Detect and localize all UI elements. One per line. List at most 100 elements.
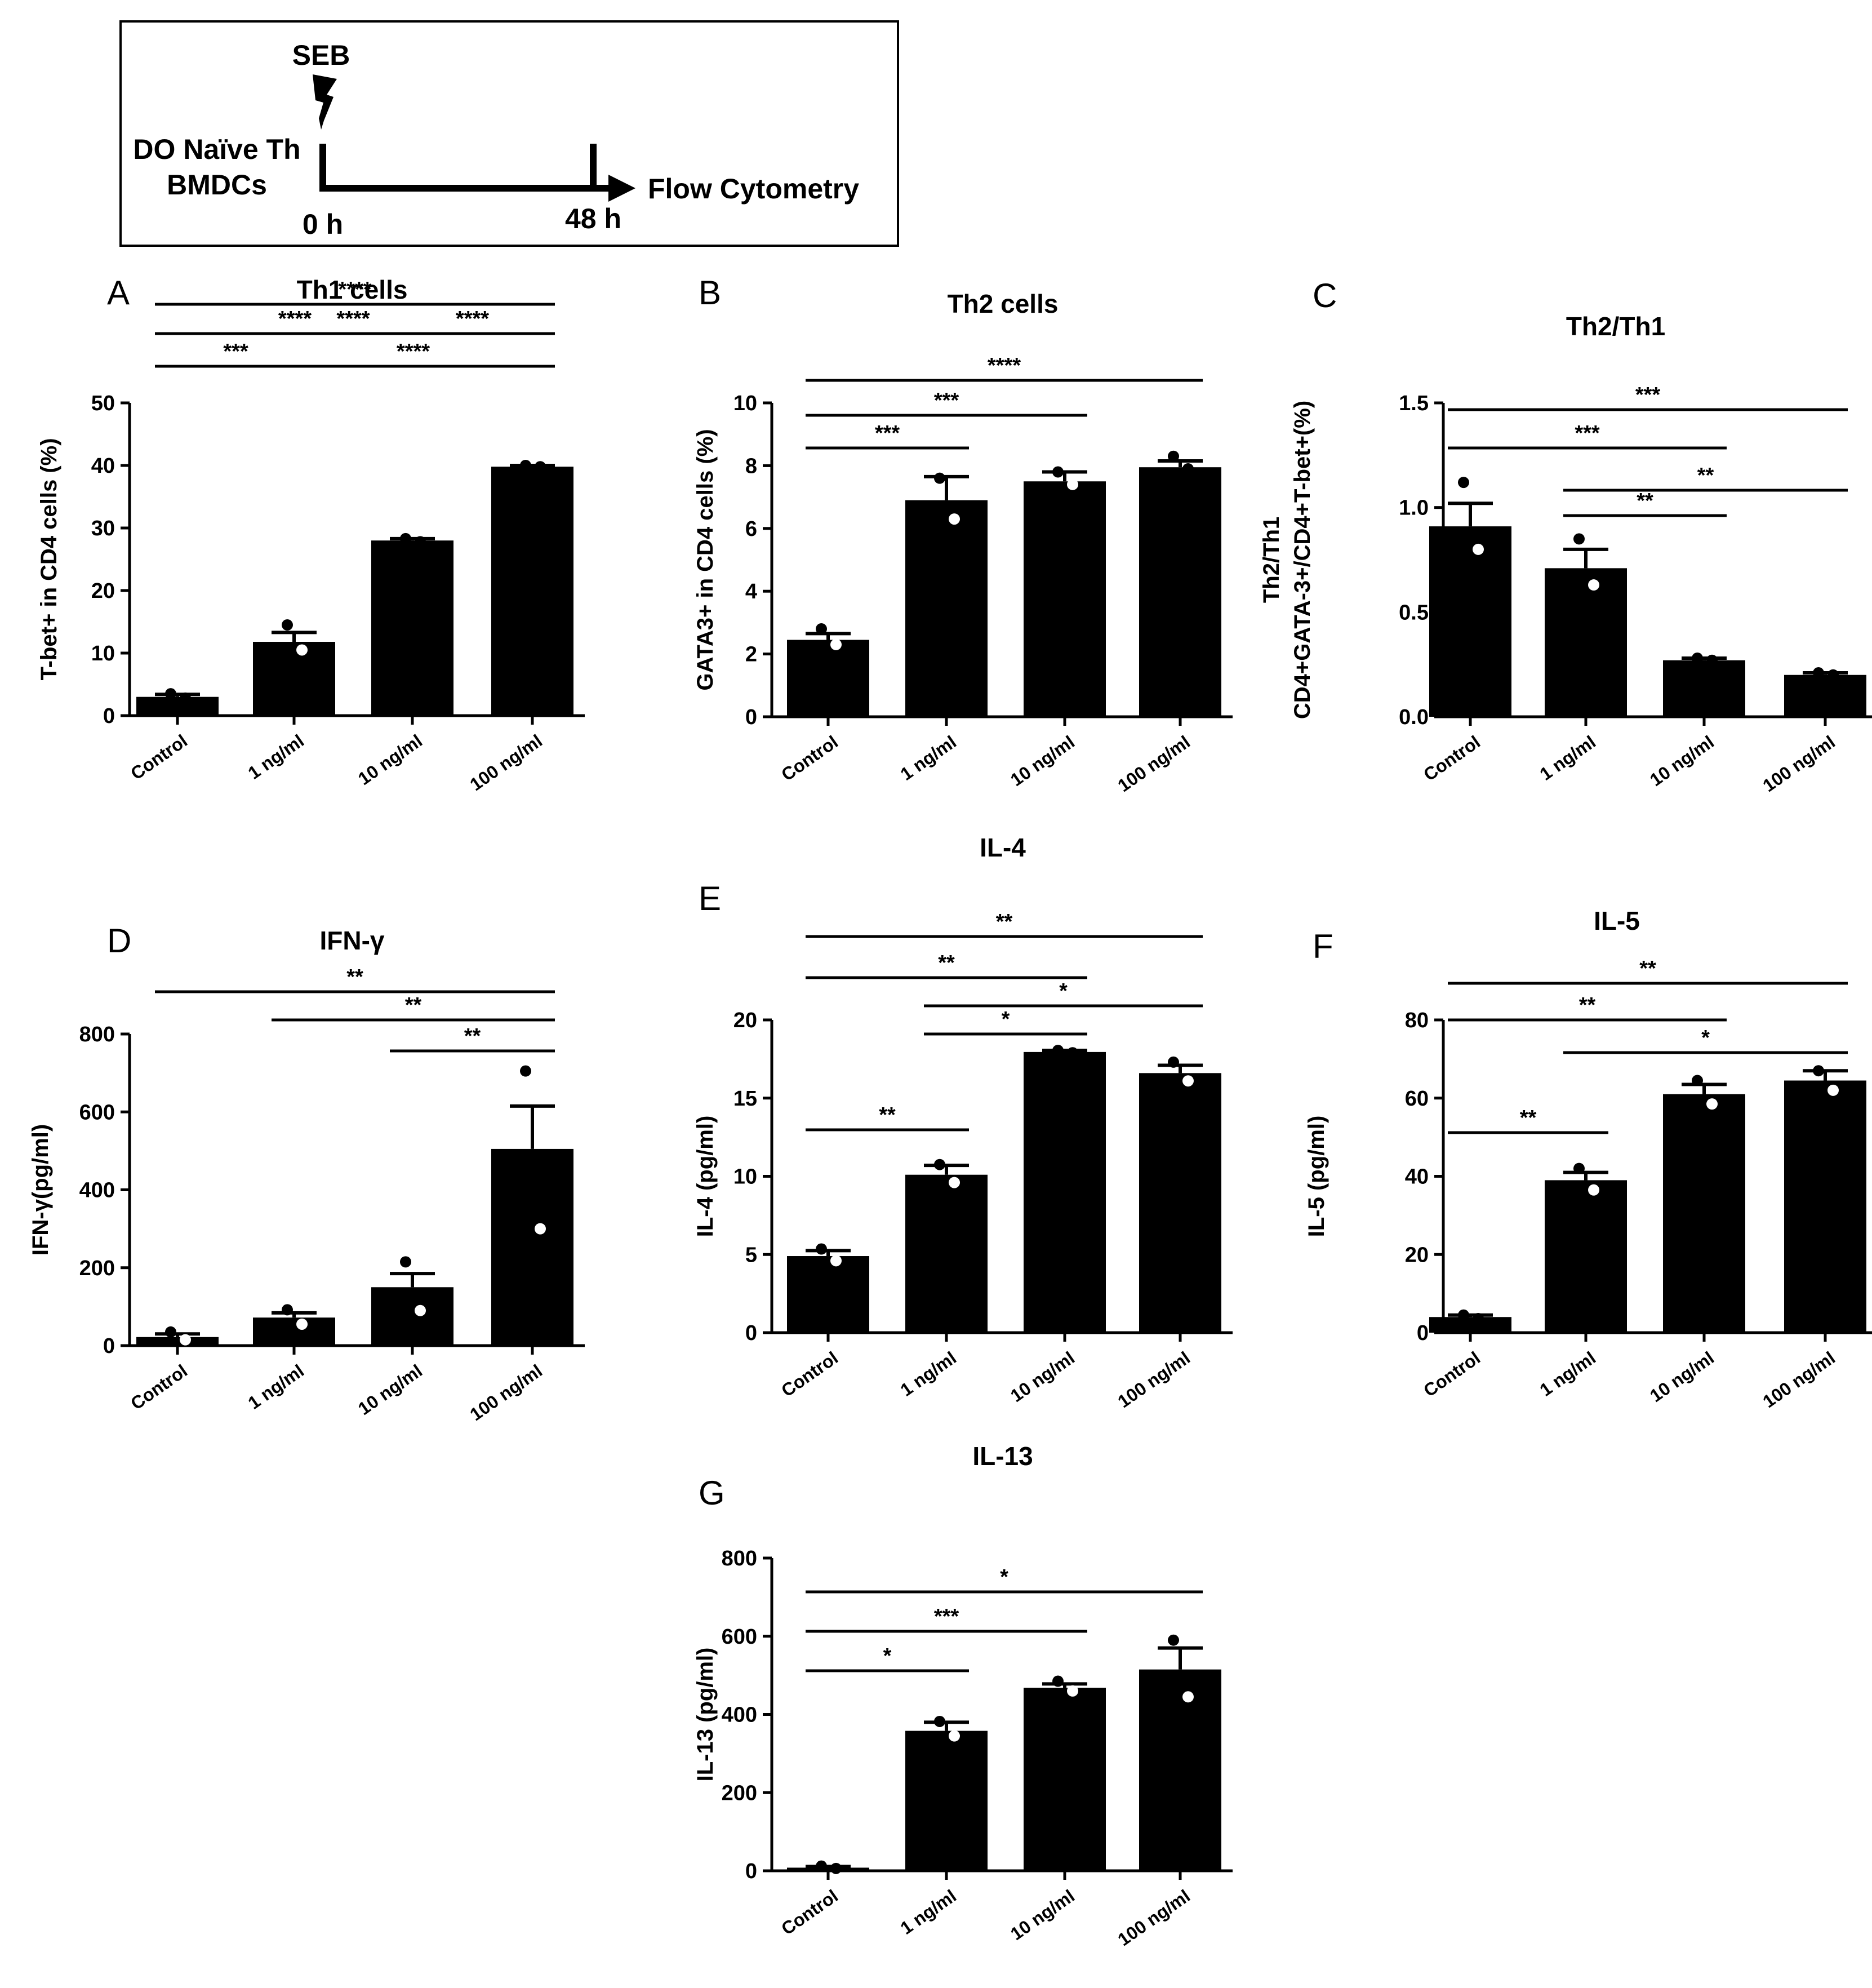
x-tick-label: 1 ng/ml bbox=[897, 731, 960, 784]
y-tick-label: 600 bbox=[79, 1100, 115, 1124]
bar bbox=[1139, 467, 1221, 717]
data-point bbox=[816, 1244, 827, 1255]
bar bbox=[905, 1175, 988, 1333]
bar bbox=[905, 500, 988, 717]
data-point bbox=[535, 1223, 546, 1235]
significance-label: *** bbox=[1575, 421, 1600, 445]
bar bbox=[253, 1317, 335, 1346]
y-tick-label: 200 bbox=[722, 1781, 757, 1805]
bar bbox=[1784, 1081, 1866, 1333]
panel-label: F bbox=[1313, 928, 1333, 965]
data-point bbox=[949, 1177, 960, 1188]
y-tick-label: 10 bbox=[733, 392, 757, 415]
bar bbox=[1024, 481, 1106, 717]
x-tick-label: 100 ng/ml bbox=[466, 730, 546, 795]
x-tick-label: 1 ng/ml bbox=[897, 1885, 960, 1938]
y-axis-title: T-bet+ in CD4 cells (%) bbox=[37, 438, 61, 680]
chart-title: IL-4 bbox=[980, 833, 1026, 862]
y-tick-label: 20 bbox=[91, 579, 115, 603]
data-point bbox=[400, 1256, 411, 1267]
y-axis-title: IFN-γ(pg/ml) bbox=[28, 1124, 53, 1255]
data-point bbox=[1458, 477, 1469, 488]
y-axis-title-line2: CD4+GATA-3+/CD4+T-bet+(%) bbox=[1290, 401, 1315, 719]
data-point bbox=[400, 533, 411, 544]
y-tick-label: 50 bbox=[91, 392, 115, 415]
data-point bbox=[1067, 1047, 1078, 1058]
data-point bbox=[1692, 653, 1703, 664]
y-tick-label: 0 bbox=[745, 1321, 757, 1345]
significance-label: * bbox=[1701, 1026, 1710, 1050]
y-tick-label: 0 bbox=[745, 705, 757, 729]
x-tick-label: 100 ng/ml bbox=[1759, 1347, 1839, 1412]
data-point bbox=[1067, 1685, 1078, 1697]
significance-label: *** bbox=[1635, 383, 1661, 407]
x-tick-label: Control bbox=[1420, 1347, 1484, 1401]
y-axis-title: IL-13 (pg/ml) bbox=[693, 1648, 718, 1782]
data-point bbox=[1168, 451, 1179, 462]
data-point bbox=[296, 1319, 308, 1330]
y-tick-label: 0.0 bbox=[1399, 705, 1429, 729]
y-tick-label: 400 bbox=[722, 1703, 757, 1727]
bar bbox=[1663, 1094, 1745, 1333]
significance-label: ** bbox=[1520, 1106, 1537, 1130]
chart-title: Th2/Th1 bbox=[1566, 312, 1665, 341]
bar bbox=[491, 467, 573, 716]
x-tick-label: 1 ng/ml bbox=[1536, 1347, 1599, 1400]
significance-label: ** bbox=[346, 965, 363, 989]
panel-a: A Th1 cellsT-bet+ in CD4 cells (%)0102030… bbox=[37, 274, 585, 795]
data-point bbox=[520, 460, 531, 471]
y-tick-label: 200 bbox=[79, 1257, 115, 1280]
data-point bbox=[1813, 667, 1824, 678]
bar bbox=[1024, 1688, 1106, 1871]
significance-label: ** bbox=[405, 993, 422, 1017]
significance-label: *** bbox=[934, 389, 959, 412]
data-point bbox=[949, 513, 960, 525]
bar bbox=[1429, 1317, 1511, 1333]
data-point bbox=[934, 1716, 945, 1727]
bar bbox=[1139, 1073, 1221, 1333]
y-tick-label: 0 bbox=[103, 1334, 115, 1358]
x-tick-label: 10 ng/ml bbox=[1007, 1885, 1078, 1944]
data-point bbox=[1052, 1045, 1064, 1056]
data-point bbox=[1182, 463, 1194, 474]
data-point bbox=[1827, 1085, 1839, 1096]
significance-label: *** bbox=[223, 340, 248, 363]
schematic-left-label-2: BMDCs bbox=[167, 169, 267, 201]
y-tick-label: 8 bbox=[745, 454, 757, 478]
x-tick-label: Control bbox=[127, 730, 191, 784]
y-tick-label: 0.5 bbox=[1399, 601, 1429, 624]
significance-label: * bbox=[1002, 1008, 1010, 1031]
figure: SEB DO Naïve Th BMDCs Flow Cytometry 0 h… bbox=[0, 0, 1872, 1988]
y-tick-label: 5 bbox=[745, 1243, 757, 1267]
data-point bbox=[830, 1863, 842, 1874]
x-tick-label: Control bbox=[777, 1885, 842, 1939]
significance-label: **** bbox=[338, 278, 371, 301]
x-tick-label: 10 ng/ml bbox=[354, 1360, 426, 1419]
y-tick-label: 2 bbox=[745, 643, 757, 667]
data-point bbox=[830, 1255, 842, 1266]
bar bbox=[1545, 568, 1627, 717]
significance-label: ** bbox=[464, 1024, 481, 1048]
x-tick-label: 100 ng/ml bbox=[1759, 731, 1839, 796]
bar bbox=[253, 642, 335, 716]
y-tick-label: 800 bbox=[79, 1023, 115, 1046]
data-point bbox=[1706, 1098, 1718, 1110]
significance-label: * bbox=[883, 1644, 892, 1668]
panel-g: GIL-13IL-13 (pg/ml)0200400600800Control 1… bbox=[693, 1441, 1233, 1950]
data-point bbox=[1706, 655, 1718, 666]
data-point bbox=[165, 1326, 176, 1338]
x-tick-label: Control bbox=[777, 1347, 842, 1401]
data-point bbox=[296, 644, 308, 655]
data-point bbox=[816, 1861, 827, 1872]
bar bbox=[136, 1337, 219, 1346]
x-tick-label: 100 ng/ml bbox=[1114, 1347, 1194, 1412]
y-tick-label: 800 bbox=[722, 1547, 757, 1570]
y-tick-label: 0 bbox=[745, 1860, 757, 1883]
x-tick-label: 1 ng/ml bbox=[1536, 731, 1599, 784]
panel-label: D bbox=[107, 922, 131, 960]
data-point bbox=[934, 473, 945, 484]
data-point bbox=[415, 536, 426, 547]
bar bbox=[787, 1256, 869, 1333]
y-tick-label: 10 bbox=[91, 642, 115, 665]
data-point bbox=[180, 693, 191, 704]
